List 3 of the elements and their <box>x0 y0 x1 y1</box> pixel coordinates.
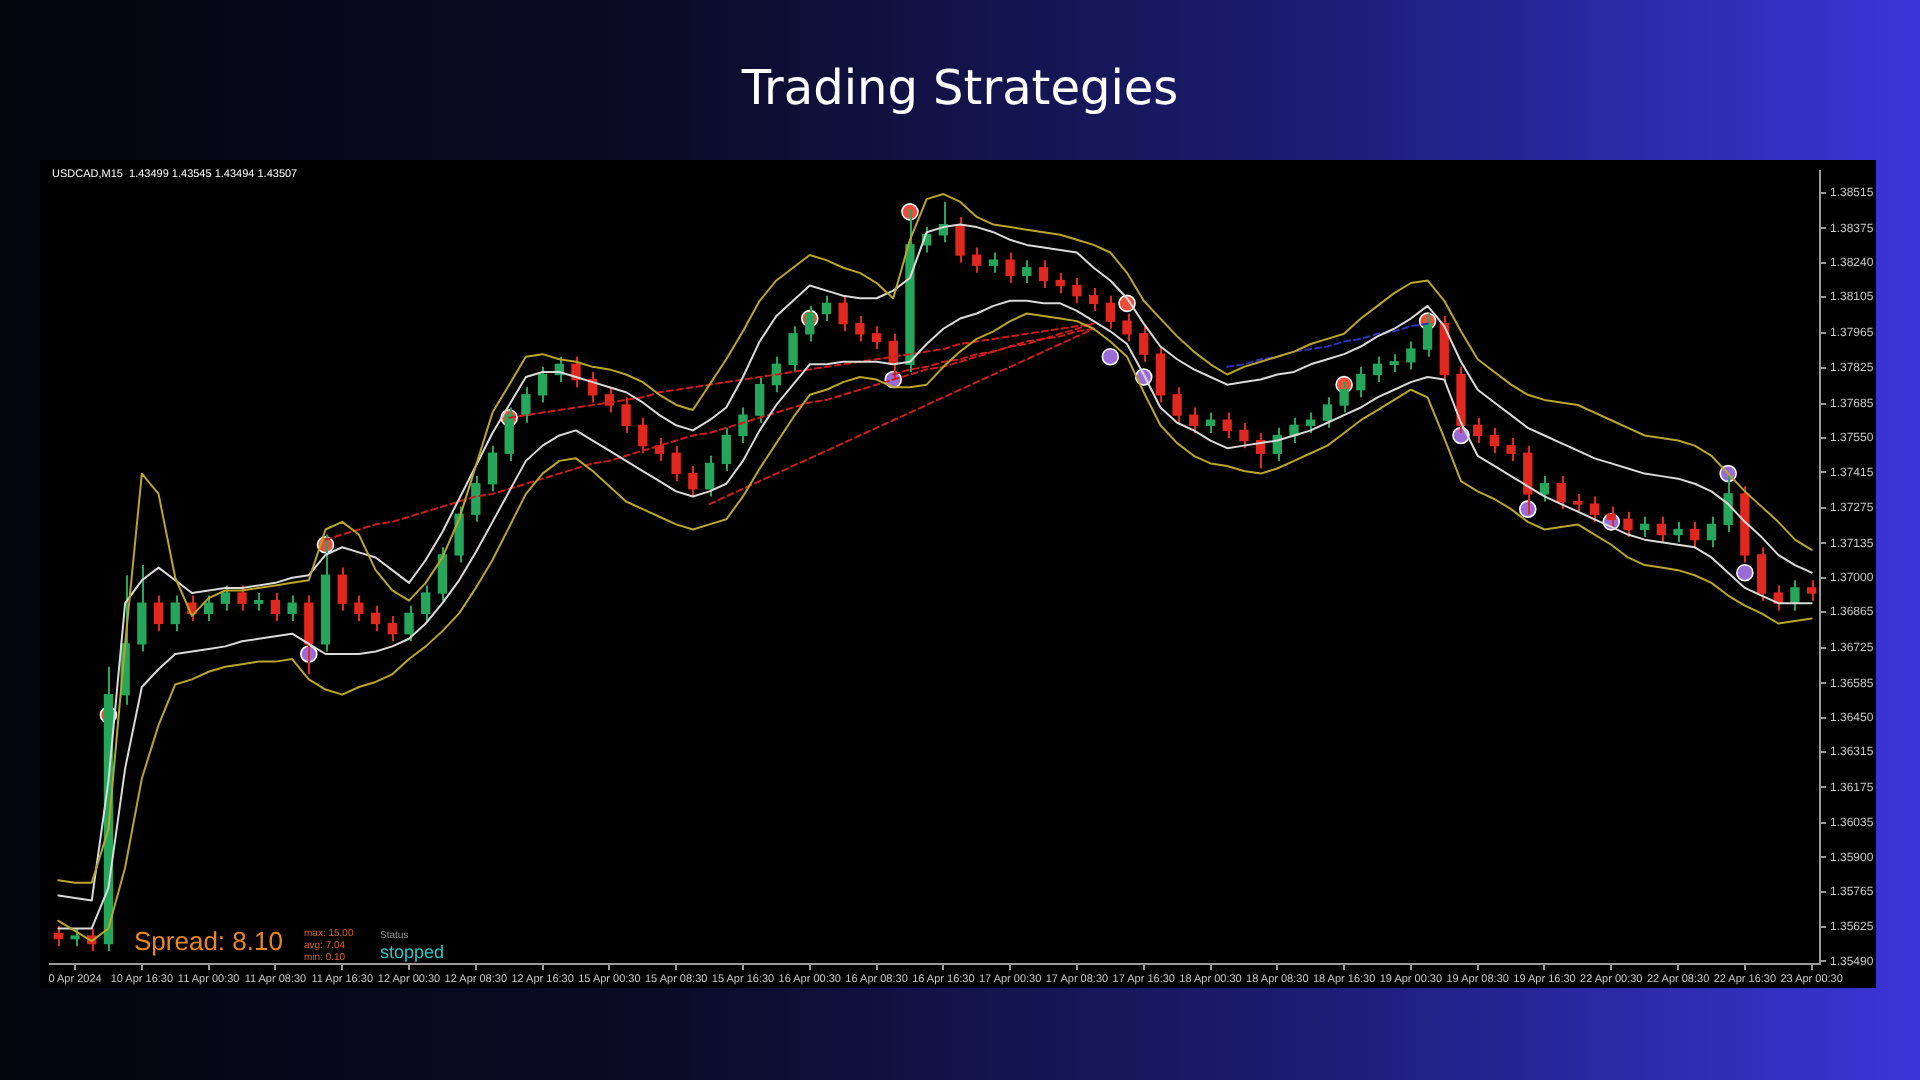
annotation: stopped <box>380 941 445 962</box>
annotation: Spread: 8.10 <box>134 926 283 957</box>
chart-title: Trading Strategies <box>739 58 1181 118</box>
